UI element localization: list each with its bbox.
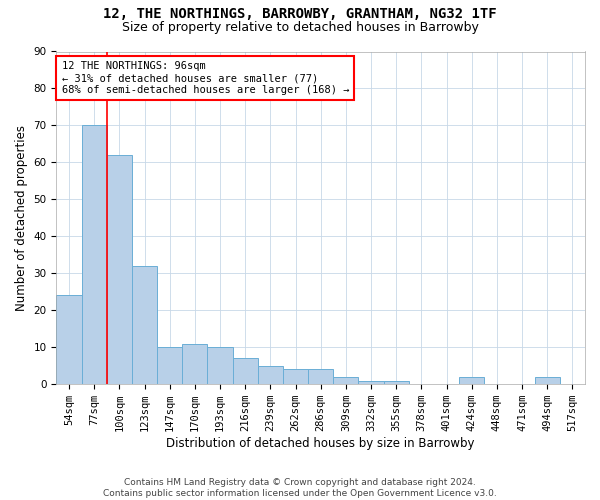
Text: Size of property relative to detached houses in Barrowby: Size of property relative to detached ho… xyxy=(122,21,478,34)
Bar xyxy=(132,266,157,384)
Bar xyxy=(358,380,383,384)
Bar xyxy=(233,358,258,384)
Bar xyxy=(333,377,358,384)
Bar xyxy=(535,377,560,384)
Text: 12, THE NORTHINGS, BARROWBY, GRANTHAM, NG32 1TF: 12, THE NORTHINGS, BARROWBY, GRANTHAM, N… xyxy=(103,8,497,22)
Bar xyxy=(208,348,233,384)
Bar xyxy=(383,380,409,384)
Bar xyxy=(107,155,132,384)
Bar xyxy=(157,348,182,384)
Bar xyxy=(283,370,308,384)
Bar xyxy=(308,370,333,384)
Bar xyxy=(56,296,82,384)
Bar xyxy=(459,377,484,384)
Y-axis label: Number of detached properties: Number of detached properties xyxy=(15,125,28,311)
Text: 12 THE NORTHINGS: 96sqm
← 31% of detached houses are smaller (77)
68% of semi-de: 12 THE NORTHINGS: 96sqm ← 31% of detache… xyxy=(62,62,349,94)
Bar xyxy=(82,126,107,384)
Bar xyxy=(182,344,208,384)
Text: Contains HM Land Registry data © Crown copyright and database right 2024.
Contai: Contains HM Land Registry data © Crown c… xyxy=(103,478,497,498)
X-axis label: Distribution of detached houses by size in Barrowby: Distribution of detached houses by size … xyxy=(166,437,475,450)
Bar xyxy=(258,366,283,384)
